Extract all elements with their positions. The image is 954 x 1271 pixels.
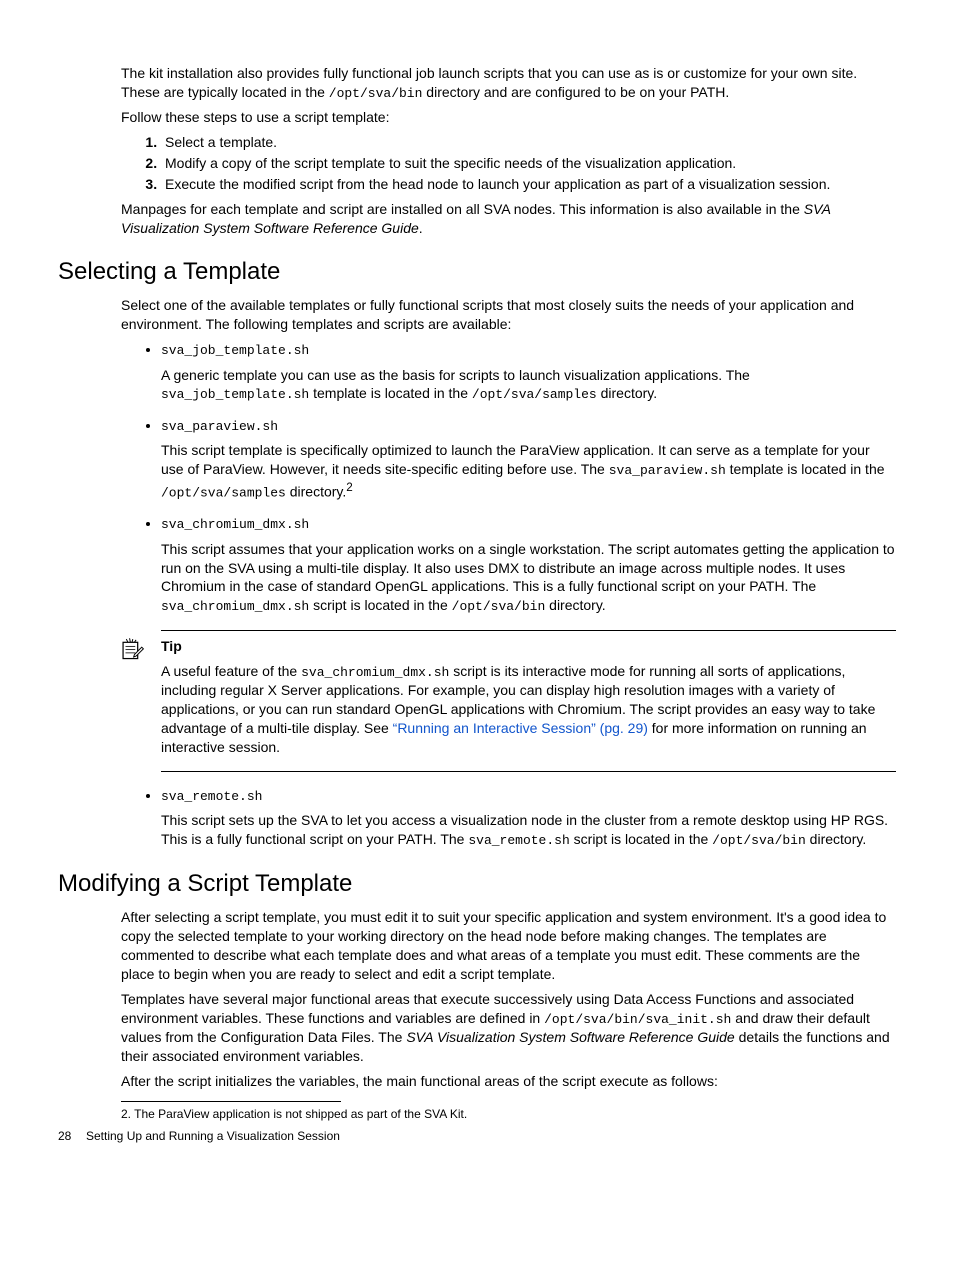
text: script is located in the	[309, 597, 451, 613]
text: This script assumes that your applicatio…	[161, 541, 895, 595]
list-item-desc: This script sets up the SVA to let you a…	[161, 811, 896, 849]
page-number: 28	[58, 1128, 86, 1144]
text: A generic template you can use as the ba…	[161, 367, 750, 383]
page-footer: 28Setting Up and Running a Visualization…	[58, 1128, 896, 1144]
list-item: sva_chromium_dmx.sh This script assumes …	[161, 514, 896, 616]
code-path: /opt/sva/bin	[329, 86, 423, 101]
intro-para-1: The kit installation also provides fully…	[121, 64, 896, 102]
script-name: sva_job_template.sh	[161, 343, 309, 358]
code: sva_remote.sh	[468, 833, 569, 848]
template-list: sva_job_template.sh A generic template y…	[121, 340, 896, 616]
section-heading-selecting: Selecting a Template	[58, 256, 896, 288]
intro-para-2: Follow these steps to use a script templ…	[121, 108, 896, 127]
code: sva_job_template.sh	[161, 387, 309, 402]
text: template is located in the	[726, 461, 885, 477]
tip-box: Tip A useful feature of the sva_chromium…	[161, 630, 896, 772]
section2-para-2: Templates have several major functional …	[121, 990, 896, 1066]
script-name: sva_paraview.sh	[161, 419, 278, 434]
footnote-ref[interactable]: 2	[346, 481, 352, 494]
text: .	[419, 220, 423, 236]
code: sva_chromium_dmx.sh	[161, 599, 309, 614]
tip-label: Tip	[161, 637, 896, 656]
intro-para-3: Manpages for each template and script ar…	[121, 200, 896, 238]
code-path: /opt/sva/bin	[712, 833, 806, 848]
text: A useful feature of the	[161, 663, 301, 679]
list-item-desc: This script assumes that your applicatio…	[161, 540, 896, 616]
step-item: Execute the modified script from the hea…	[161, 175, 896, 194]
footnote-text: 2. The ParaView application is not shipp…	[121, 1106, 896, 1122]
section2-para-3: After the script initializes the variabl…	[121, 1072, 896, 1091]
list-item: sva_paraview.sh This script template is …	[161, 416, 896, 502]
script-name: sva_chromium_dmx.sh	[161, 517, 309, 532]
text: directory and are configured to be on yo…	[422, 84, 729, 100]
code-path: /opt/sva/samples	[472, 387, 597, 402]
text: script is located in the	[570, 831, 712, 847]
code: sva_paraview.sh	[609, 463, 726, 478]
code: sva_chromium_dmx.sh	[301, 665, 449, 680]
text: directory.	[286, 484, 346, 500]
section1-intro: Select one of the available templates or…	[121, 296, 896, 334]
reference-title: SVA Visualization System Software Refere…	[406, 1029, 734, 1045]
text: directory.	[597, 385, 657, 401]
step-item: Select a template.	[161, 133, 896, 152]
text: Manpages for each template and script ar…	[121, 201, 804, 217]
cross-reference-link[interactable]: “Running an Interactive Session” (pg. 29…	[393, 720, 648, 736]
template-list-cont: sva_remote.sh This script sets up the SV…	[121, 786, 896, 850]
footnote-rule	[121, 1101, 341, 1102]
code-path: /opt/sva/samples	[161, 486, 286, 501]
tip-icon	[119, 635, 145, 661]
text: directory.	[545, 597, 605, 613]
tip-text: A useful feature of the sva_chromium_dmx…	[161, 662, 896, 757]
chapter-title: Setting Up and Running a Visualization S…	[86, 1129, 340, 1143]
list-item: sva_job_template.sh A generic template y…	[161, 340, 896, 404]
script-name: sva_remote.sh	[161, 789, 262, 804]
code-path: /opt/sva/bin	[452, 599, 546, 614]
list-item-desc: This script template is specifically opt…	[161, 441, 896, 502]
text: directory.	[806, 831, 866, 847]
steps-list: Select a template. Modify a copy of the …	[121, 133, 896, 194]
code-path: /opt/sva/bin/sva_init.sh	[544, 1012, 731, 1027]
section2-para-1: After selecting a script template, you m…	[121, 908, 896, 984]
list-item-desc: A generic template you can use as the ba…	[161, 366, 896, 404]
list-item: sva_remote.sh This script sets up the SV…	[161, 786, 896, 850]
section-heading-modifying: Modifying a Script Template	[58, 868, 896, 900]
step-item: Modify a copy of the script template to …	[161, 154, 896, 173]
text: template is located in the	[309, 385, 472, 401]
